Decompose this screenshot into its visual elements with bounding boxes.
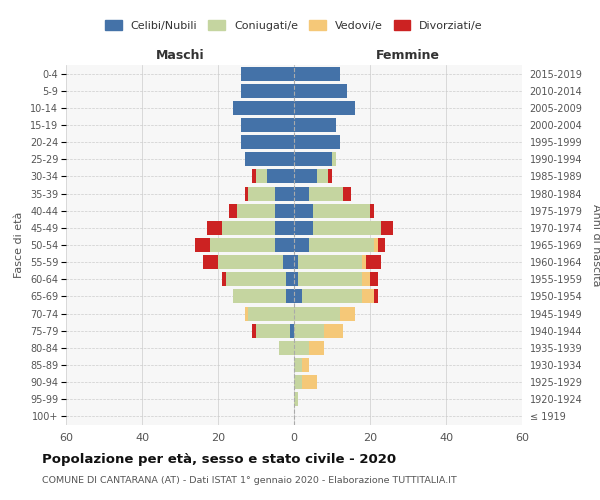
- Bar: [195, 238, 211, 252]
- Bar: [309, 341, 325, 355]
- Bar: [298, 272, 362, 286]
- Bar: [317, 170, 328, 183]
- Bar: [245, 306, 248, 320]
- Bar: [294, 324, 325, 338]
- Bar: [294, 358, 302, 372]
- Bar: [294, 392, 298, 406]
- Bar: [340, 306, 355, 320]
- Bar: [206, 221, 222, 235]
- Bar: [370, 204, 374, 218]
- Bar: [298, 255, 362, 269]
- Bar: [374, 290, 377, 304]
- Bar: [218, 255, 283, 269]
- Bar: [241, 118, 294, 132]
- Bar: [374, 238, 377, 252]
- Bar: [203, 255, 218, 269]
- Y-axis label: Anni di nascita: Anni di nascita: [591, 204, 600, 286]
- Text: COMUNE DI CANTARANA (AT) - Dati ISTAT 1° gennaio 2020 - Elaborazione TUTTITALIA.: COMUNE DI CANTARANA (AT) - Dati ISTAT 1°…: [42, 476, 457, 485]
- Bar: [248, 306, 294, 320]
- Bar: [211, 238, 275, 252]
- Bar: [313, 221, 382, 235]
- Bar: [366, 255, 382, 269]
- Bar: [252, 324, 256, 338]
- Bar: [245, 186, 248, 200]
- Bar: [294, 101, 355, 115]
- Bar: [294, 255, 298, 269]
- Bar: [237, 204, 275, 218]
- Bar: [302, 358, 309, 372]
- Bar: [286, 290, 294, 304]
- Bar: [229, 204, 237, 218]
- Text: Popolazione per età, sesso e stato civile - 2020: Popolazione per età, sesso e stato civil…: [42, 452, 396, 466]
- Text: Femmine: Femmine: [376, 50, 440, 62]
- Bar: [294, 170, 317, 183]
- Bar: [256, 324, 290, 338]
- Bar: [233, 290, 286, 304]
- Bar: [294, 152, 332, 166]
- Bar: [286, 272, 294, 286]
- Bar: [275, 238, 294, 252]
- Bar: [294, 375, 302, 389]
- Bar: [290, 324, 294, 338]
- Bar: [294, 238, 309, 252]
- Bar: [245, 152, 294, 166]
- Bar: [309, 186, 343, 200]
- Bar: [362, 272, 370, 286]
- Bar: [241, 66, 294, 80]
- Bar: [294, 135, 340, 149]
- Bar: [294, 272, 298, 286]
- Bar: [377, 238, 385, 252]
- Bar: [294, 221, 313, 235]
- Bar: [222, 221, 275, 235]
- Bar: [294, 66, 340, 80]
- Bar: [294, 306, 340, 320]
- Bar: [241, 135, 294, 149]
- Bar: [362, 255, 366, 269]
- Bar: [382, 221, 393, 235]
- Text: Maschi: Maschi: [155, 50, 205, 62]
- Legend: Celibi/Nubili, Coniugati/e, Vedovi/e, Divorziati/e: Celibi/Nubili, Coniugati/e, Vedovi/e, Di…: [105, 20, 483, 31]
- Bar: [275, 204, 294, 218]
- Bar: [233, 101, 294, 115]
- Bar: [370, 272, 377, 286]
- Bar: [313, 204, 370, 218]
- Bar: [256, 170, 268, 183]
- Bar: [362, 290, 374, 304]
- Bar: [248, 186, 275, 200]
- Bar: [252, 170, 256, 183]
- Bar: [294, 341, 309, 355]
- Bar: [343, 186, 351, 200]
- Bar: [309, 238, 374, 252]
- Bar: [294, 84, 347, 98]
- Bar: [294, 290, 302, 304]
- Bar: [222, 272, 226, 286]
- Bar: [328, 170, 332, 183]
- Bar: [268, 170, 294, 183]
- Bar: [275, 221, 294, 235]
- Bar: [279, 341, 294, 355]
- Bar: [294, 186, 309, 200]
- Bar: [302, 375, 317, 389]
- Bar: [294, 204, 313, 218]
- Bar: [332, 152, 336, 166]
- Bar: [226, 272, 286, 286]
- Bar: [294, 118, 336, 132]
- Bar: [283, 255, 294, 269]
- Bar: [275, 186, 294, 200]
- Bar: [325, 324, 343, 338]
- Y-axis label: Fasce di età: Fasce di età: [14, 212, 25, 278]
- Bar: [241, 84, 294, 98]
- Bar: [302, 290, 362, 304]
